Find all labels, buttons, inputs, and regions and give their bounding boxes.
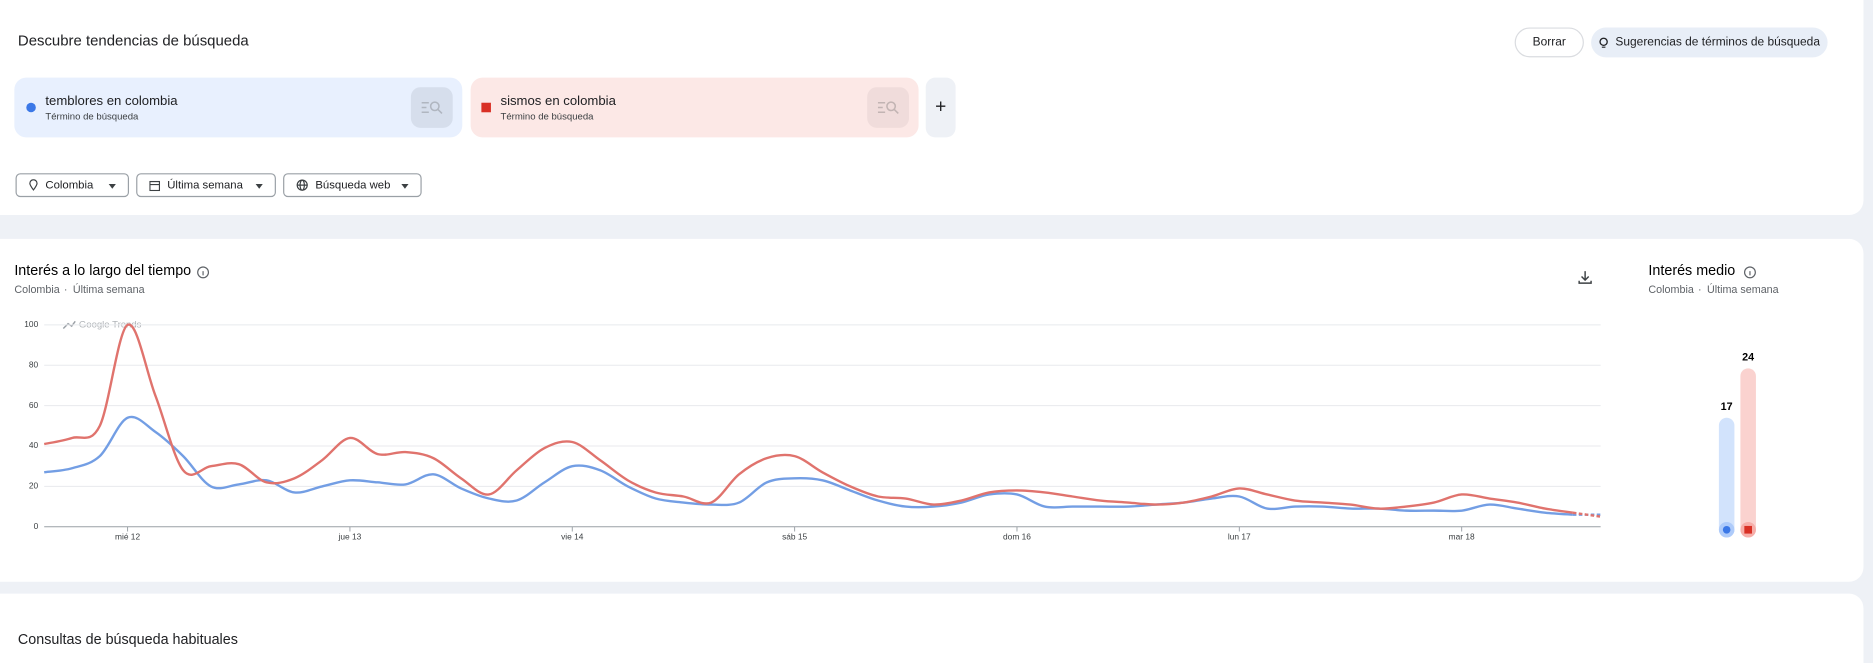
bulb-icon — [1599, 36, 1609, 48]
term-marker — [481, 102, 491, 113]
average-title: Interés medio — [1648, 263, 1735, 279]
caret — [401, 183, 409, 189]
y-tick-label: 80 — [29, 359, 39, 369]
info-icon[interactable] — [197, 266, 210, 279]
average-subtitle: Última semana — [1707, 283, 1779, 296]
explore-card: Descubre tendencias de búsqueda Borrar S… — [0, 0, 1864, 216]
chart-title: Interés a lo largo del tiempo — [14, 263, 191, 279]
x-tick-label: sáb 15 — [782, 532, 807, 542]
x-tick-label: vie 14 — [561, 532, 584, 542]
caret — [108, 183, 116, 189]
chart: Interés a lo largo del tiempo Colombia ·… — [14, 263, 1779, 542]
term-search-button[interactable] — [867, 87, 910, 128]
term-name: temblores en colombia — [45, 94, 178, 109]
term-kind: Término de búsqueda — [500, 111, 594, 122]
term-name: sismos en colombia — [500, 94, 616, 109]
x-tick-label: mié 12 — [115, 532, 140, 542]
filter-label: Última semana — [167, 178, 243, 192]
time-filter[interactable]: Última semana — [136, 173, 276, 198]
y-tick-label: 40 — [29, 440, 39, 450]
calendar-icon — [149, 180, 161, 191]
suggestions-label: Sugerencias de términos de búsqueda — [1615, 35, 1820, 49]
search-icon — [421, 101, 443, 115]
term-marker — [26, 102, 36, 113]
y-tick-label: 60 — [29, 400, 39, 410]
y-tick-label: 0 — [34, 521, 39, 531]
search-type-filter[interactable]: Búsqueda web — [283, 173, 422, 198]
interest-card: Interés a lo largo del tiempo Colombia ·… — [0, 238, 1864, 582]
info-icon[interactable] — [1743, 266, 1756, 279]
y-tick-label: 100 — [24, 319, 38, 329]
average-label: 17 — [1721, 401, 1733, 413]
series-line — [44, 415, 1573, 516]
x-tick-label: lun 17 — [1228, 532, 1251, 542]
filter-label: Búsqueda web — [315, 178, 391, 192]
separator: · — [64, 284, 68, 296]
series-marker — [1744, 525, 1752, 534]
y-tick-label: 20 — [29, 481, 39, 491]
caret — [255, 183, 263, 189]
term-kind: Término de búsqueda — [45, 111, 139, 122]
globe-icon — [296, 179, 308, 191]
chart-subtitle: Última semana — [73, 283, 145, 296]
average-bar — [1740, 368, 1756, 538]
x-tick-label: dom 16 — [1003, 532, 1031, 542]
add-term-button[interactable]: + — [925, 77, 956, 138]
download-button[interactable] — [1578, 271, 1592, 284]
term-search-button[interactable] — [410, 87, 453, 128]
section-title: Consultas de búsqueda habituales — [17, 630, 238, 648]
series-marker — [1722, 525, 1731, 534]
average-label: 24 — [1742, 351, 1754, 363]
clear-button[interactable]: Borrar — [1514, 27, 1584, 58]
pin-icon — [29, 179, 38, 191]
term-chip[interactable]: sismos en colombia Término de búsqueda — [470, 77, 919, 138]
average-bar — [1718, 417, 1735, 538]
location-filter[interactable]: Colombia — [15, 173, 130, 198]
page-title: Descubre tendencias de búsqueda — [17, 32, 249, 49]
filter-label: Colombia — [45, 178, 94, 192]
suggestions-button[interactable]: Sugerencias de términos de búsqueda — [1591, 27, 1828, 58]
partial-segment — [1572, 511, 1601, 518]
queries-card: Consultas de búsqueda habituales — [0, 593, 1864, 663]
search-icon — [877, 101, 899, 115]
separator: · — [1698, 284, 1702, 296]
series-line — [43, 323, 1574, 514]
average-subtitle: Colombia — [1648, 284, 1693, 296]
x-tick-label: jue 13 — [338, 532, 362, 542]
chart-subtitle: Colombia — [14, 284, 59, 296]
x-tick-label: mar 18 — [1449, 532, 1475, 542]
term-chip[interactable]: temblores en colombia Término de búsqued… — [14, 77, 463, 138]
